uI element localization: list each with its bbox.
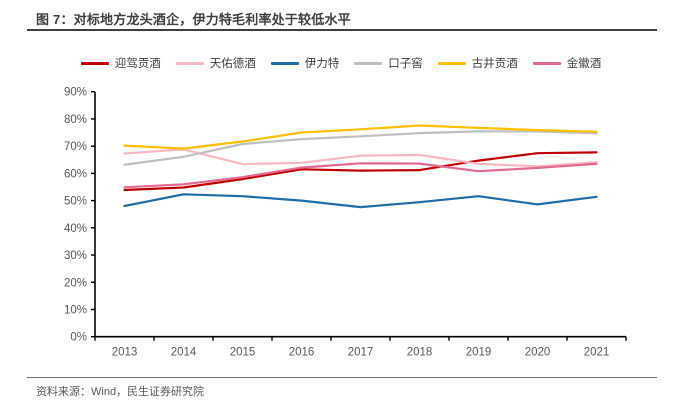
- y-tick-label-3: 30%: [64, 250, 87, 262]
- x-tick-label-0: 2013: [112, 347, 138, 359]
- figure-title: 图 7：对标地方龙头酒企，伊力特毛利率处于较低水平: [36, 12, 351, 27]
- chart-legend: 迎驾贡酒 天佑德酒 伊力特 口子窖 古井贡酒 金徽酒: [0, 55, 682, 71]
- footer-divider: [27, 377, 657, 378]
- legend-swatch-1: [175, 61, 204, 65]
- y-tick-label-2: 20%: [64, 277, 87, 289]
- line-series-2: [123, 193, 598, 209]
- legend-swatch-4: [437, 61, 466, 65]
- legend-item-1: 天佑德酒: [175, 55, 256, 71]
- legend-swatch-5: [532, 61, 561, 65]
- line-series-1: [123, 148, 598, 168]
- y-tick-label-7: 70%: [64, 141, 87, 153]
- y-tick-label-5: 50%: [64, 196, 87, 208]
- legend-label-3: 口子窖: [388, 58, 423, 70]
- y-tick-label-8: 80%: [64, 114, 87, 126]
- line-series-0: [123, 151, 598, 192]
- y-tick-label-9: 90%: [64, 87, 87, 99]
- legend-item-0: 迎驾贡酒: [80, 55, 161, 71]
- x-tick-label-1: 2014: [171, 347, 197, 359]
- y-tick-label-1: 10%: [64, 305, 87, 317]
- x-tick-label-3: 2016: [289, 347, 315, 359]
- line-series-4: [123, 124, 598, 150]
- legend-swatch-2: [270, 61, 299, 65]
- legend-swatch-3: [354, 61, 383, 65]
- x-tick-label-8: 2021: [584, 347, 610, 359]
- legend-item-5: 金徽酒: [532, 55, 602, 71]
- legend-item-4: 古井贡酒: [437, 55, 518, 71]
- legend-item-2: 伊力特: [270, 55, 340, 71]
- legend-label-1: 天佑德酒: [209, 58, 256, 70]
- x-tick-label-7: 2020: [525, 347, 551, 359]
- title-divider: [27, 29, 657, 31]
- line-series-3: [123, 130, 598, 166]
- line-series-5: [123, 162, 598, 189]
- legend-swatch-0: [80, 61, 109, 65]
- source-note: 资料来源：Wind，民生证券研究院: [36, 386, 205, 398]
- y-tick-label-0: 0%: [70, 332, 87, 344]
- legend-label-2: 伊力特: [304, 58, 340, 70]
- y-tick-label-6: 60%: [64, 168, 87, 180]
- x-tick-label-6: 2019: [466, 347, 492, 359]
- legend-label-5: 金徽酒: [566, 58, 602, 70]
- x-tick-label-4: 2017: [348, 347, 374, 359]
- legend-item-3: 口子窖: [354, 55, 423, 71]
- legend-label-4: 古井贡酒: [471, 58, 518, 70]
- x-tick-label-2: 2015: [230, 347, 256, 359]
- legend-label-0: 迎驾贡酒: [114, 58, 161, 70]
- y-tick-label-4: 40%: [64, 223, 87, 235]
- x-tick-label-5: 2018: [407, 347, 433, 359]
